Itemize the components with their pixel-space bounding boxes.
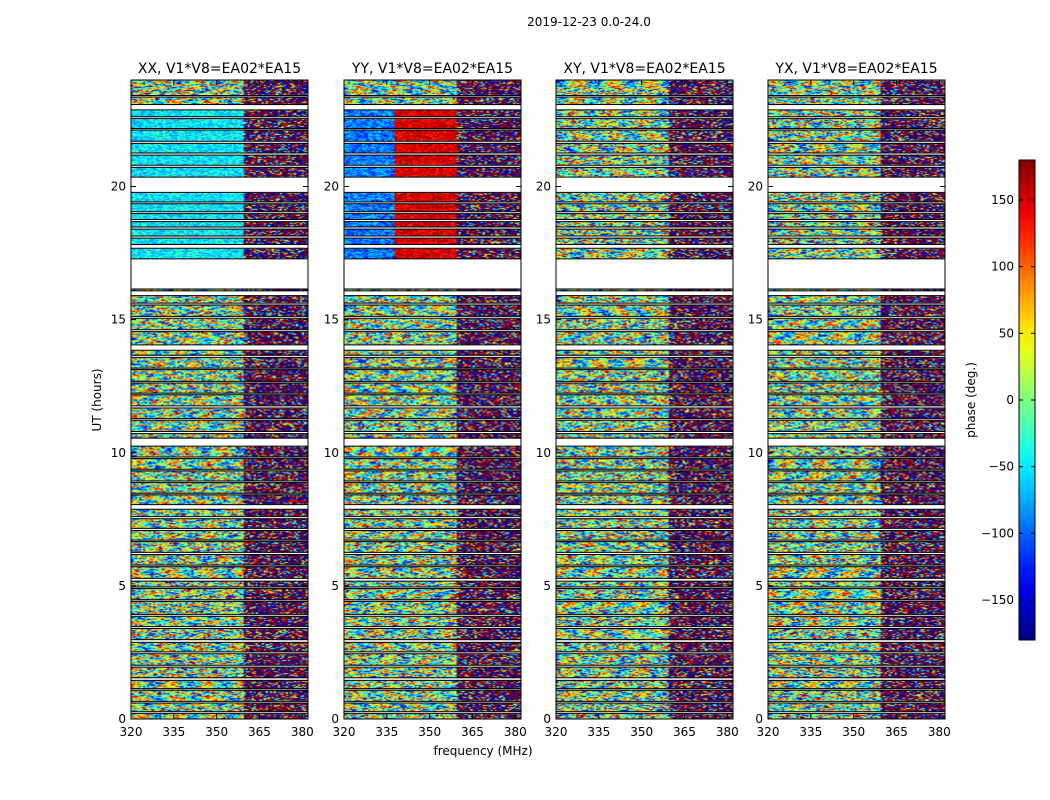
x-tick-label: 335 [799, 725, 822, 739]
x-tick-label: 350 [205, 725, 228, 739]
x-tick-label: 380 [716, 725, 739, 739]
x-tick-label: 365 [461, 725, 484, 739]
y-tick-label: 0 [118, 712, 126, 726]
x-tick-label: 350 [418, 725, 441, 739]
colorbar-tick-label: 150 [991, 193, 1014, 207]
y-tick-label: 20 [324, 180, 339, 194]
x-tick-label: 350 [630, 725, 653, 739]
phase-heatmap [344, 80, 521, 719]
x-tick-label: 320 [333, 725, 356, 739]
panel-3: XY, V1*V8=EA02*EA15 320 335 350 365 380 0 5 10 15… [536, 61, 739, 739]
y-tick-label: 20 [748, 180, 763, 194]
panel-title: YY, V1*V8=EA02*EA15 [351, 61, 513, 77]
x-tick-label: 320 [757, 725, 780, 739]
colorbar-tick-label: 100 [991, 260, 1014, 274]
x-tick-label: 380 [291, 725, 314, 739]
panel-frame [555, 79, 734, 720]
x-tick-label: 320 [120, 725, 143, 739]
y-tick-label: 10 [536, 446, 551, 460]
y-tick-label: 20 [536, 180, 551, 194]
x-tick-label: 365 [885, 725, 908, 739]
panel-frame [767, 79, 946, 720]
y-tick-label: 10 [111, 446, 126, 460]
panels-group: XX, V1*V8=EA02*EA15 320 335 350 365 380 0 5 10 15… [111, 61, 951, 739]
phase-heatmap [556, 80, 733, 719]
y-tick-label: 10 [324, 446, 339, 460]
x-tick-label: 365 [673, 725, 696, 739]
x-tick-label: 320 [545, 725, 568, 739]
y-tick-label: 10 [748, 446, 763, 460]
y-axis-label: UT (hours) [90, 368, 104, 431]
colorbar: 150 100 50 0 −50 −100 −150 phase (deg.) [964, 159, 1036, 641]
x-tick-label: 335 [162, 725, 185, 739]
colorbar-tick-label: −150 [981, 593, 1014, 607]
y-tick-label: 5 [543, 579, 551, 593]
y-tick-label: 15 [536, 313, 551, 327]
y-tick-label: 5 [118, 579, 126, 593]
colorbar-label: phase (deg.) [964, 362, 978, 438]
y-tick-label: 15 [748, 313, 763, 327]
phase-heatmap [131, 80, 308, 719]
x-tick-label: 365 [248, 725, 271, 739]
y-tick-label: 0 [543, 712, 551, 726]
panel-2: YY, V1*V8=EA02*EA15 320 335 350 365 380 0 5 10 15… [324, 61, 527, 739]
x-tick-label: 380 [928, 725, 951, 739]
x-tick-label: 350 [842, 725, 865, 739]
x-tick-label: 335 [375, 725, 398, 739]
figure-suptitle: 2019-12-23 0.0-24.0 [527, 15, 651, 29]
colorbar-tick-label: 50 [999, 326, 1014, 340]
x-axis-label: frequency (MHz) [433, 744, 532, 758]
y-tick-label: 15 [111, 313, 126, 327]
colorbar-tick-label: −100 [981, 526, 1014, 540]
panel-title: XY, V1*V8=EA02*EA15 [563, 61, 725, 77]
panel-frame [343, 79, 522, 720]
y-tick-label: 0 [331, 712, 339, 726]
panel-title: YX, V1*V8=EA02*EA15 [774, 61, 937, 77]
colorbar-tick-label: 0 [1006, 393, 1014, 407]
colorbar-tick-label: −50 [989, 460, 1014, 474]
y-tick-label: 5 [755, 579, 763, 593]
y-tick-label: 5 [331, 579, 339, 593]
x-tick-label: 335 [587, 725, 610, 739]
panel-1: XX, V1*V8=EA02*EA15 320 335 350 365 380 0 5 10 15… [111, 61, 314, 739]
panel-title: XX, V1*V8=EA02*EA15 [138, 61, 301, 77]
x-tick-label: 380 [504, 725, 527, 739]
panel-frame [130, 79, 309, 720]
y-tick-label: 0 [755, 712, 763, 726]
y-tick-label: 15 [324, 313, 339, 327]
y-tick-label: 20 [111, 180, 126, 194]
phase-heatmap [768, 80, 945, 719]
panel-4: YX, V1*V8=EA02*EA15 320 335 350 365 380 0 5 10 15… [748, 61, 951, 739]
